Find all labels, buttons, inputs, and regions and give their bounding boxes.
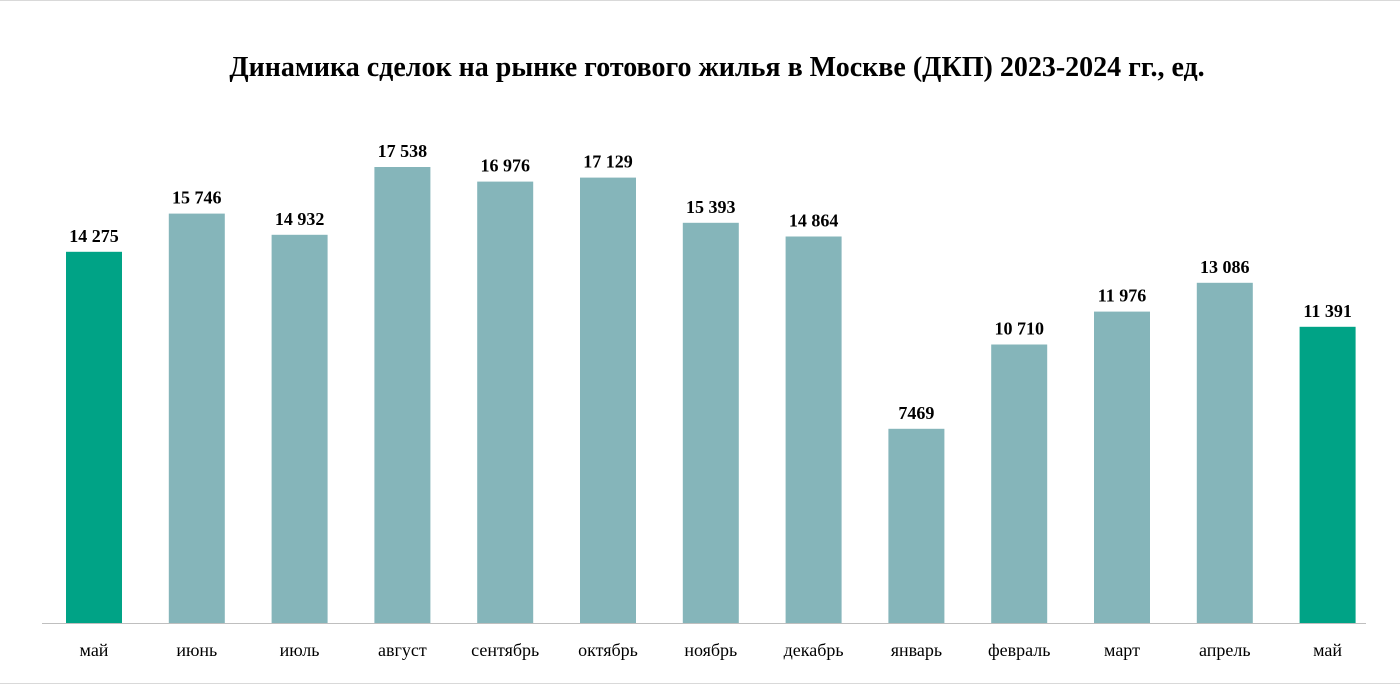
bar-4 (374, 167, 431, 623)
bar-8 (785, 236, 842, 623)
bar-1 (66, 251, 122, 624)
value-label-1: 14 275 (69, 226, 119, 246)
bar-10 (991, 344, 1048, 623)
value-label-11: 11 976 (1098, 286, 1147, 306)
value-label-6: 17 129 (583, 152, 633, 172)
category-label-5: сентябрь (471, 640, 539, 660)
bar-2 (168, 213, 225, 623)
category-label-1: май (80, 640, 109, 660)
category-label-13: май (1313, 640, 1342, 660)
value-label-13: 11 391 (1303, 301, 1352, 321)
category-label-3: июль (280, 640, 320, 660)
bar-6 (580, 177, 636, 623)
value-label-4: 17 538 (378, 141, 428, 161)
bar-11 (1094, 311, 1150, 623)
category-label-9: январь (891, 640, 942, 660)
bar-3 (271, 234, 328, 624)
value-label-5: 16 976 (480, 156, 530, 176)
bar-9 (888, 428, 945, 623)
category-label-10: февраль (988, 640, 1051, 660)
value-label-3: 14 932 (275, 209, 325, 229)
bar-12 (1196, 282, 1253, 623)
category-label-2: июнь (176, 640, 217, 660)
value-label-9: 7469 (898, 403, 934, 423)
category-label-6: октябрь (578, 640, 638, 660)
category-label-7: ноябрь (684, 640, 737, 660)
category-label-12: апрель (1199, 640, 1251, 660)
value-label-8: 14 864 (789, 211, 839, 231)
category-label-4: август (378, 640, 427, 660)
value-label-12: 13 086 (1200, 257, 1250, 277)
value-label-7: 15 393 (686, 197, 736, 217)
value-label-10: 10 710 (994, 319, 1044, 339)
bar-5 (477, 181, 534, 623)
bar-7 (682, 222, 739, 624)
value-label-2: 15 746 (172, 188, 222, 208)
chart-title: Динамика сделок на рынке готового жилья … (229, 52, 1205, 83)
category-label-8: декабрь (784, 640, 844, 660)
category-label-11: март (1104, 640, 1140, 660)
bar-13 (1299, 326, 1356, 623)
